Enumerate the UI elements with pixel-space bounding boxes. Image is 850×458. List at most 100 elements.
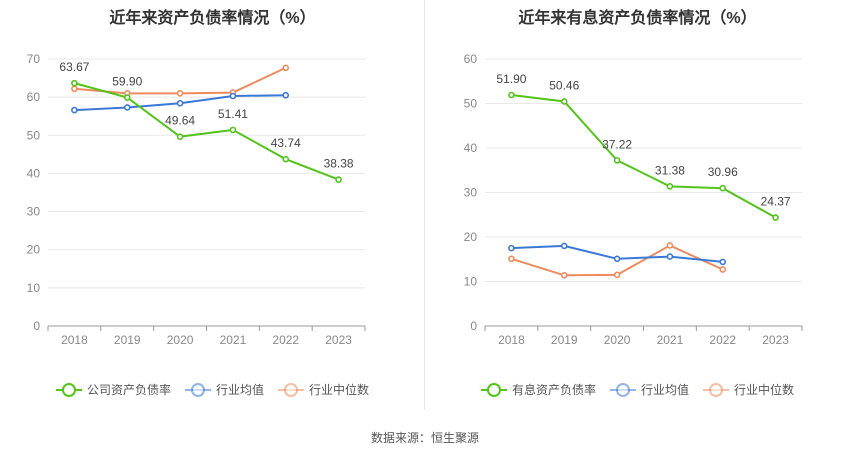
- x-tick-label: 2019: [551, 333, 578, 347]
- y-tick-label: 40: [27, 166, 41, 180]
- data-label: 50.46: [549, 78, 579, 92]
- right-chart-panel: 近年来有息资产负债率情况（%） 0 10 20 30 40 50 60 2018 2019 202…: [425, 0, 850, 410]
- panel-divider: [424, 0, 425, 410]
- legend-label: 行业均值: [640, 383, 689, 397]
- data-label: 51.41: [218, 107, 248, 121]
- x-tick-label: 2023: [325, 333, 352, 347]
- legend-line-circle-icon: [184, 382, 211, 397]
- x-tick-label: 2022: [272, 333, 299, 347]
- data-label: 37.22: [602, 137, 632, 151]
- y-tick-label: 50: [464, 97, 478, 111]
- undefined: [772, 214, 779, 221]
- x-tick-label: 2020: [167, 333, 194, 347]
- x-tick-label: 2020: [604, 333, 631, 347]
- data-label: 51.90: [496, 72, 526, 86]
- x-tick-label: 2018: [498, 333, 525, 347]
- legend-item[interactable]: 行业均值: [184, 381, 264, 398]
- x-tick-label: 2022: [709, 333, 736, 347]
- y-tick-label: 60: [464, 52, 478, 66]
- legend-label: 行业均值: [215, 383, 264, 397]
- undefined: [74, 82, 339, 181]
- data-label: 31.38: [655, 163, 685, 177]
- y-tick-label: 70: [27, 52, 41, 66]
- data-label: 30.96: [708, 165, 738, 179]
- undefined: [123, 104, 131, 111]
- undefined: [719, 258, 727, 266]
- undefined: [508, 244, 515, 252]
- y-tick-label: 10: [464, 275, 478, 289]
- legend-label: 有息资产负债率: [511, 383, 596, 397]
- chart-legend: 有息资产负债率 行业均值 行业中位数: [425, 381, 850, 398]
- chart-legend: 公司资产负债率 行业均值 行业中位数: [0, 381, 425, 398]
- data-label: 63.67: [59, 60, 89, 74]
- undefined: [560, 98, 568, 105]
- undefined: [71, 79, 78, 87]
- y-tick-label: 60: [27, 90, 41, 104]
- undefined: [560, 271, 568, 279]
- legend-line-circle-icon: [609, 382, 636, 397]
- undefined: [511, 94, 777, 219]
- x-tick-label: 2021: [657, 333, 684, 347]
- undefined: [666, 253, 674, 260]
- undefined: [176, 133, 184, 140]
- y-tick-label: 20: [464, 230, 478, 244]
- data-label: 59.90: [112, 75, 142, 89]
- legend-line-circle-icon: [703, 382, 729, 397]
- undefined: [71, 106, 78, 114]
- undefined: [508, 91, 515, 99]
- x-tick-label: 2019: [114, 333, 141, 347]
- y-tick-label: 0: [470, 319, 477, 333]
- y-tick-label: 30: [27, 205, 41, 219]
- legend-label: 行业中位数: [309, 383, 370, 397]
- x-tick-label: 2021: [220, 333, 247, 347]
- undefined: [560, 242, 568, 250]
- undefined: [282, 91, 290, 99]
- debt-ratio-chart: 0 10 20 30 40 50 60 70 2018 2019 2020 2021 2022 2023 6…: [27, 52, 366, 347]
- undefined: [123, 94, 131, 101]
- data-source-note: 数据来源：恒生聚源: [370, 431, 479, 445]
- legend-item[interactable]: 行业均值: [609, 381, 689, 398]
- undefined: [176, 99, 184, 107]
- legend-item[interactable]: 公司资产负债率: [55, 381, 171, 398]
- legend-item[interactable]: 有息资产负债率: [480, 381, 596, 398]
- legend-line-circle-icon: [55, 382, 82, 397]
- data-label: 24.37: [761, 195, 791, 209]
- undefined: [613, 157, 621, 164]
- undefined: [335, 176, 342, 183]
- x-tick-label: 2018: [61, 333, 88, 347]
- legend-line-circle-icon: [278, 382, 304, 397]
- chart-title: 近年来资产负债率情况（%）: [109, 10, 316, 27]
- y-tick-label: 0: [33, 319, 40, 333]
- interest-bearing-debt-ratio-chart: 0 10 20 30 40 50 60 2018 2019 2020 2021 2022 2023 51.…: [464, 52, 803, 347]
- legend-label: 行业中位数: [734, 383, 795, 397]
- left-chart-panel: 近年来资产负债率情况（%） 0 10 20 30 40 50 60 70 2018 2019 202…: [0, 0, 425, 410]
- undefined: [74, 66, 287, 95]
- data-label: 43.74: [271, 136, 301, 150]
- legend-item[interactable]: 行业中位数: [278, 381, 369, 398]
- undefined: [508, 255, 515, 263]
- undefined: [282, 64, 290, 72]
- undefined: [71, 85, 78, 93]
- undefined: [613, 271, 621, 279]
- y-tick-label: 30: [464, 186, 478, 200]
- undefined: [282, 155, 290, 163]
- data-label: 38.38: [324, 157, 354, 171]
- y-tick-label: 10: [27, 281, 41, 295]
- y-tick-label: 40: [464, 141, 478, 155]
- chart-title: 近年来有息资产负债率情况（%）: [518, 10, 757, 27]
- legend-item[interactable]: 行业中位数: [703, 381, 794, 398]
- undefined: [229, 126, 237, 134]
- undefined: [719, 266, 727, 273]
- y-tick-label: 20: [27, 243, 41, 257]
- undefined: [666, 183, 674, 190]
- undefined: [719, 184, 727, 192]
- y-tick-label: 50: [27, 128, 41, 142]
- legend-label: 公司资产负债率: [86, 383, 171, 397]
- data-label: 49.64: [165, 114, 195, 128]
- x-tick-label: 2023: [762, 333, 789, 347]
- undefined: [229, 92, 237, 100]
- legend-line-circle-icon: [480, 382, 507, 397]
- undefined: [176, 90, 184, 97]
- undefined: [666, 242, 674, 249]
- undefined: [613, 255, 621, 263]
